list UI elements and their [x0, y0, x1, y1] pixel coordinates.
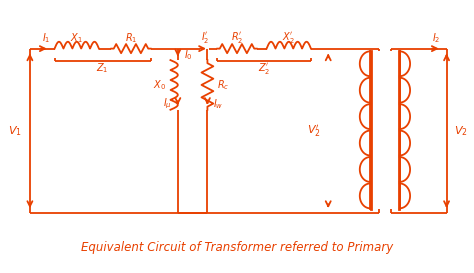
Text: $I_\mu$: $I_\mu$: [163, 97, 172, 111]
Text: $R_c$: $R_c$: [218, 78, 230, 92]
Text: $V_2'$: $V_2'$: [307, 123, 320, 139]
Text: $R_2'$: $R_2'$: [231, 30, 243, 45]
Text: Equivalent Circuit of Transformer referred to Primary: Equivalent Circuit of Transformer referr…: [81, 241, 393, 254]
Text: $V_2$: $V_2$: [455, 124, 468, 138]
Text: $I_2$: $I_2$: [431, 31, 440, 45]
Text: $I_2'$: $I_2'$: [201, 30, 209, 45]
Text: $R_1$: $R_1$: [125, 31, 137, 45]
Text: $Z_2'$: $Z_2'$: [258, 61, 270, 76]
Text: $X_1$: $X_1$: [70, 31, 83, 45]
Text: $I_w$: $I_w$: [213, 97, 223, 111]
Text: $V_1$: $V_1$: [8, 124, 22, 138]
Text: $X_0$: $X_0$: [153, 78, 165, 92]
Text: $Z_1$: $Z_1$: [96, 62, 109, 75]
Text: $I_0$: $I_0$: [184, 49, 193, 63]
Text: $I_1$: $I_1$: [42, 31, 50, 45]
Text: $X_2'$: $X_2'$: [283, 30, 295, 45]
